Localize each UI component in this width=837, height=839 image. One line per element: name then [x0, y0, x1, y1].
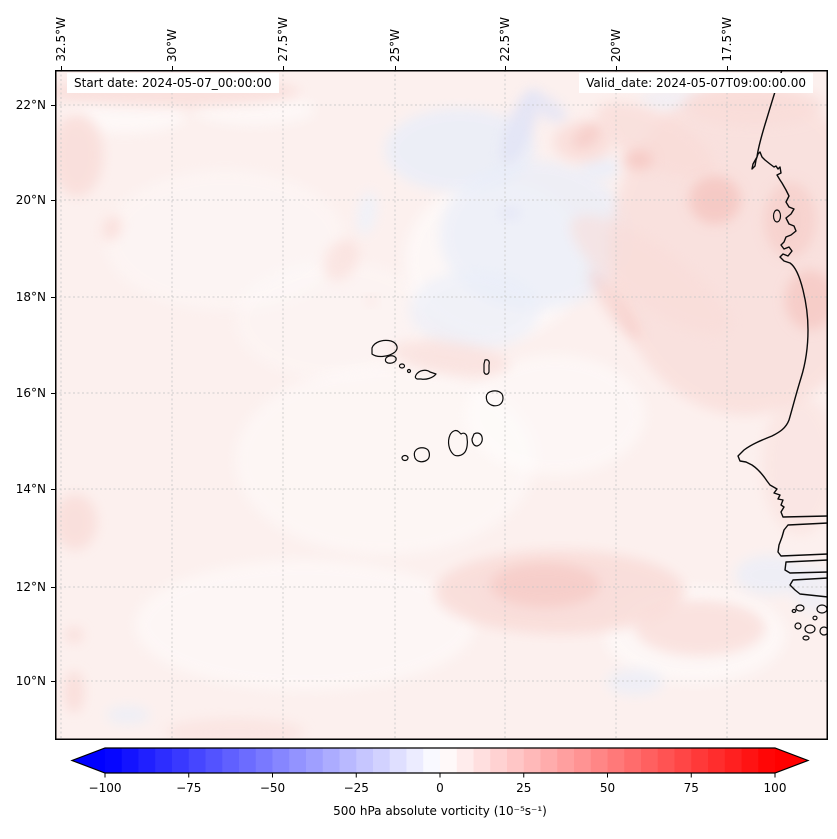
island-islet — [406, 368, 412, 374]
colorbar-label: 500 hPa absolute vorticity (10⁻⁵s⁻¹) — [333, 804, 547, 818]
island-tidra — [772, 209, 782, 223]
x-tick-mark — [61, 66, 62, 70]
left-latitude-axis: 22°N 20°N 18°N 16°N 14°N 12°N 10°N — [0, 0, 55, 760]
plot-border — [55, 70, 828, 740]
x-tick-label: 27.5°W — [276, 17, 290, 62]
map-plot-area: Start date: 2024-05-07_00:00:00 Valid_da… — [55, 70, 828, 740]
vorticity-map — [55, 70, 828, 740]
y-tick-label: 16°N — [15, 386, 46, 400]
x-tick-label: 20°W — [609, 28, 623, 62]
colorbar-tick-label: −25 — [344, 781, 369, 795]
y-tick-mark — [51, 200, 55, 201]
y-tick-label: 14°N — [15, 482, 46, 496]
colorbar-tick-label: 50 — [600, 781, 615, 795]
island-boa-vista — [485, 390, 504, 407]
island-santiago — [447, 429, 468, 457]
x-tick-label: 22.5°W — [498, 17, 512, 62]
island-bijagos-5 — [819, 626, 828, 636]
start-date-annotation: Start date: 2024-05-07_00:00:00 — [67, 73, 279, 94]
island-bijagos-6 — [802, 635, 810, 641]
valid-date-annotation: Valid_date: 2024-05-07T09:00:00.00 — [579, 73, 813, 94]
island-santo-antao — [371, 339, 398, 358]
x-tick-label: 25°W — [388, 28, 402, 62]
x-tick-mark — [283, 66, 284, 70]
island-bijagos-8 — [812, 615, 818, 621]
x-tick-mark — [727, 66, 728, 70]
top-longitude-axis: 32.5°W 30°W 27.5°W 25°W 22.5°W 20°W 17.5°W — [0, 0, 837, 70]
x-tick-label: 32.5°W — [54, 17, 68, 62]
y-tick-label: 12°N — [15, 580, 46, 594]
graticule-gridlines — [55, 70, 828, 740]
island-maio — [471, 432, 483, 447]
x-tick-mark — [616, 66, 617, 70]
colorbar-under-arrow — [72, 748, 105, 773]
colorbar-tick-label: 100 — [764, 781, 787, 795]
y-tick-mark — [51, 297, 55, 298]
colorbar-tick-label: −100 — [89, 781, 122, 795]
island-bijagos-4 — [804, 624, 816, 634]
y-tick-mark — [51, 681, 55, 682]
island-sao-vicente — [384, 355, 397, 364]
x-tick-mark — [505, 66, 506, 70]
vorticity-field-shading — [55, 77, 828, 740]
african-coastline — [737, 70, 828, 598]
y-tick-label: 10°N — [15, 674, 46, 688]
island-bijagos-1 — [795, 604, 805, 612]
island-sao-nicolau — [414, 369, 437, 380]
cape-verde-islands — [371, 209, 828, 641]
island-bijagos-7 — [791, 608, 797, 614]
x-tick-label: 17.5°W — [720, 17, 734, 62]
y-tick-mark — [51, 393, 55, 394]
colorbar-tick-label: 75 — [684, 781, 699, 795]
y-tick-label: 18°N — [15, 290, 46, 304]
colorbar-tick-label: 0 — [436, 781, 444, 795]
y-tick-label: 22°N — [15, 98, 46, 112]
colorbar-tick-label: 25 — [516, 781, 531, 795]
y-tick-mark — [51, 587, 55, 588]
island-santa-luzia — [398, 363, 406, 369]
island-fogo — [413, 447, 430, 463]
x-tick-label: 30°W — [165, 28, 179, 62]
colorbar: −100 −75 −50 −25 0 25 50 75 100 — [0, 742, 837, 802]
colorbar-tick-label: −50 — [260, 781, 285, 795]
colorbar-tick-label: −75 — [176, 781, 201, 795]
x-tick-mark — [172, 66, 173, 70]
island-sal — [483, 359, 490, 375]
y-tick-mark — [51, 105, 55, 106]
colorbar-over-arrow — [775, 748, 808, 773]
x-tick-mark — [395, 66, 396, 70]
y-tick-mark — [51, 489, 55, 490]
colorbar-svg: −100 −75 −50 −25 0 25 50 75 100 — [70, 747, 810, 795]
island-bijagos-3 — [794, 622, 802, 630]
island-brava — [401, 454, 409, 462]
y-tick-label: 20°N — [15, 193, 46, 207]
